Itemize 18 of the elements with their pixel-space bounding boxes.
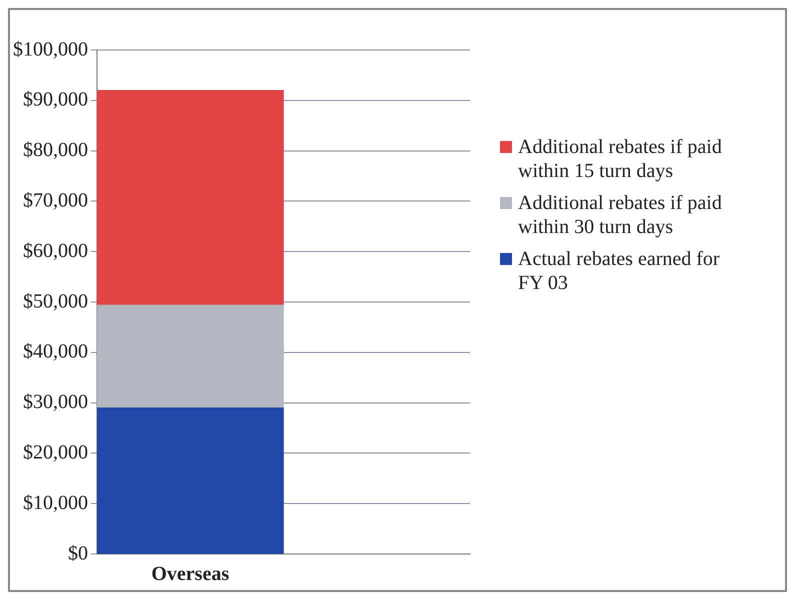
y-tick-label: $80,000 [23,139,88,162]
x-tick-label: Overseas [151,563,230,586]
y-tick-label: $10,000 [23,492,88,514]
y-tick-label: $100,000 [13,38,88,60]
y-tick-label: $70,000 [23,189,88,212]
y-tick-label: $60,000 [23,240,88,262]
legend-label: Additional rebates if paid within 15 turn days [518,135,723,183]
y-tick-label: $20,000 [23,441,88,464]
y-tick-label: $30,000 [23,391,88,414]
y-tick-label: $40,000 [23,340,88,363]
bar [97,408,284,554]
bar [97,90,284,306]
y-tick-label: $0 [68,542,88,564]
legend-label: Additional rebates if paid within 30 turn days [518,191,723,239]
y-tick-label: $50,000 [23,290,88,312]
legend-label: Actual rebates earned for FY 03 [518,247,721,295]
y-tick-label: $90,000 [23,88,88,111]
bar [97,304,284,408]
